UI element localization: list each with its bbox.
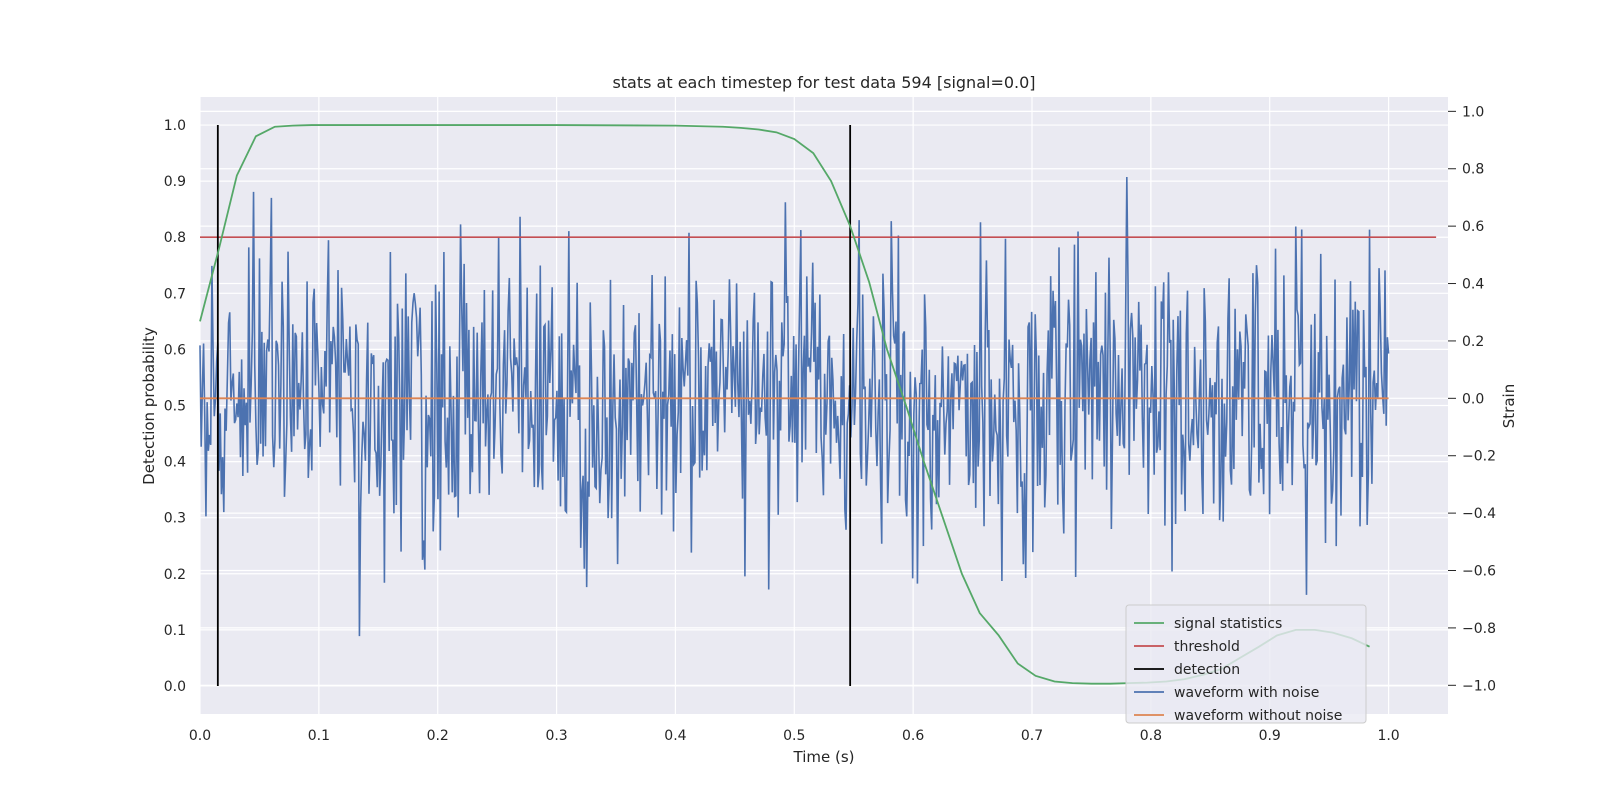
x-tick-label: 1.0 — [1377, 728, 1399, 744]
legend-label: waveform without noise — [1174, 708, 1342, 724]
legend-box — [1125, 604, 1367, 724]
chart-title: stats at each timestep for test data 594… — [612, 73, 1035, 92]
y-tick-label: 0.1 — [164, 623, 186, 639]
x-tick-label: 0.6 — [902, 728, 924, 744]
x-tick-label: 0.3 — [545, 728, 567, 744]
x-tick-label: 0.7 — [1021, 728, 1043, 744]
x-tick-label: 0.9 — [1259, 728, 1281, 744]
legend-label: signal statistics — [1174, 616, 1282, 632]
y-tick-label-right: −1.0 — [1462, 678, 1496, 694]
ticks-layer: 0.0 0.1 0.2 0.3 0.4 0.5 0.6 0.7 0.8 0.9 1.0 0.0 0.1 0… — [164, 104, 1496, 744]
y-tick-label-right: 0.2 — [1462, 334, 1484, 350]
y-tick-label-right: −0.8 — [1462, 621, 1496, 637]
x-tick-label: 0.4 — [664, 728, 686, 744]
series-layer — [199, 124, 1437, 686]
legend: signal statistics threshold detection wavef… — [1125, 604, 1367, 724]
y-axis-label-right: Strain — [1500, 384, 1518, 428]
y-tick-label-right: 0.0 — [1462, 391, 1484, 407]
y-tick-label: 0.7 — [164, 286, 186, 302]
y-tick-label-right: 0.6 — [1462, 219, 1484, 235]
x-tick-label: 0.0 — [189, 728, 211, 744]
y-tick-label-right: 0.8 — [1462, 162, 1484, 178]
y-tick-label: 0.6 — [164, 342, 186, 358]
series-waveform-with-noise — [199, 177, 1390, 637]
x-tick-label: 0.5 — [783, 728, 805, 744]
y-tick-label: 1.0 — [164, 118, 186, 134]
y-tick-label: 0.4 — [164, 455, 186, 471]
x-tick-label: 0.8 — [1140, 728, 1162, 744]
legend-label: threshold — [1174, 639, 1240, 655]
legend-label: waveform with noise — [1174, 685, 1319, 701]
x-tick-label: 0.1 — [308, 728, 330, 744]
y-tick-label: 0.9 — [164, 174, 186, 190]
y-tick-label-right: −0.2 — [1462, 449, 1496, 465]
x-tick-label: 0.2 — [427, 728, 449, 744]
y-tick-label: 0.5 — [164, 399, 186, 415]
y-tick-label: 0.3 — [164, 511, 186, 527]
y-tick-label: 0.0 — [164, 679, 186, 695]
y-axis-label: Detection probability — [140, 327, 158, 485]
legend-label: detection — [1174, 662, 1240, 678]
y-tick-label-right: 1.0 — [1462, 104, 1484, 120]
x-axis-label: Time (s) — [793, 748, 855, 766]
y-tick-label-right: 0.4 — [1462, 277, 1484, 293]
y-tick-label: 0.8 — [164, 230, 186, 246]
y-tick-label-right: −0.4 — [1462, 506, 1496, 522]
y-tick-label-right: −0.6 — [1462, 564, 1496, 580]
y-tick-label: 0.2 — [164, 567, 186, 583]
